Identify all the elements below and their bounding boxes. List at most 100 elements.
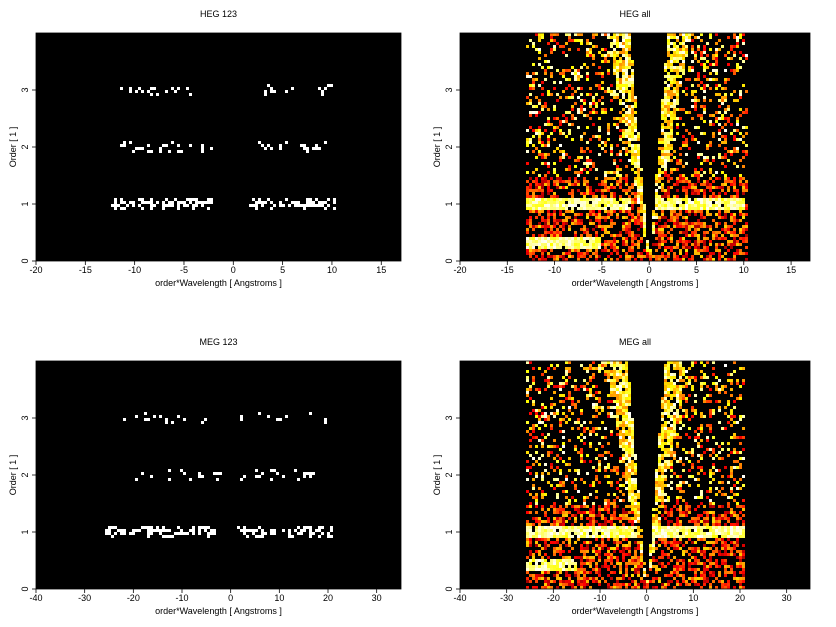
heat-cell xyxy=(742,126,745,129)
heat-cell xyxy=(697,189,700,192)
heat-cell xyxy=(580,556,583,559)
heat-cell xyxy=(682,379,685,382)
heat-cell xyxy=(273,204,276,207)
heat-cell xyxy=(544,78,547,81)
heat-cell xyxy=(673,222,676,225)
heat-cell xyxy=(712,373,715,376)
heat-cell xyxy=(532,436,535,439)
heat-cell xyxy=(727,249,730,252)
heat-cell xyxy=(628,81,631,84)
heat-cell xyxy=(724,111,727,114)
heat-cell xyxy=(736,63,739,66)
heat-cell xyxy=(694,562,697,565)
heat-cell xyxy=(628,66,631,69)
heat-cell xyxy=(700,204,703,207)
heat-cell xyxy=(589,198,592,201)
heat-cell xyxy=(583,255,586,258)
heat-cell xyxy=(565,574,568,577)
heat-cell xyxy=(616,69,619,72)
heat-cell xyxy=(580,544,583,547)
heat-cell xyxy=(547,183,550,186)
heat-cell xyxy=(565,370,568,373)
heat-cell xyxy=(655,183,658,186)
heat-cell xyxy=(628,526,631,529)
heat-cell xyxy=(604,225,607,228)
heat-cell xyxy=(694,249,697,252)
heat-cell xyxy=(688,78,691,81)
heat-cell xyxy=(526,361,529,364)
heat-cell xyxy=(631,478,634,481)
heat-cell xyxy=(637,514,640,517)
heat-cell xyxy=(162,144,165,147)
heat-cell xyxy=(670,544,673,547)
heat-cell xyxy=(601,523,604,526)
heat-cell xyxy=(544,532,547,535)
heat-cell xyxy=(667,463,670,466)
heat-cell xyxy=(622,39,625,42)
heat-cell xyxy=(667,460,670,463)
heat-cell xyxy=(676,72,679,75)
heat-cell xyxy=(559,388,562,391)
heat-cell xyxy=(670,57,673,60)
heat-cell xyxy=(577,159,580,162)
heat-cell xyxy=(607,186,610,189)
heat-cell xyxy=(688,33,691,36)
heat-cell xyxy=(745,204,748,207)
heat-cell xyxy=(589,111,592,114)
heat-cell xyxy=(529,87,532,90)
heat-cell xyxy=(574,78,577,81)
heat-cell xyxy=(583,526,586,529)
heat-cell xyxy=(634,547,637,550)
heat-cell xyxy=(637,171,640,174)
heat-cell xyxy=(529,198,532,201)
heat-cell xyxy=(709,424,712,427)
heat-cell xyxy=(637,147,640,150)
heat-cell xyxy=(568,132,571,135)
heat-cell xyxy=(715,222,718,225)
heat-cell xyxy=(745,258,748,261)
heat-cell xyxy=(165,535,168,538)
heat-cell xyxy=(565,243,568,246)
heat-cell xyxy=(553,45,556,48)
heat-cell xyxy=(694,400,697,403)
heat-cell xyxy=(574,231,577,234)
heat-cell xyxy=(667,523,670,526)
heat-cell xyxy=(673,219,676,222)
heat-cell xyxy=(610,51,613,54)
heat-cell xyxy=(553,412,556,415)
heat-cell xyxy=(700,225,703,228)
heat-cell xyxy=(589,577,592,580)
heat-cell xyxy=(538,138,541,141)
heat-cell xyxy=(727,258,730,261)
heat-cell xyxy=(538,568,541,571)
heat-cell xyxy=(691,243,694,246)
heat-cell xyxy=(700,526,703,529)
heat-cell xyxy=(634,258,637,261)
heat-cell xyxy=(562,114,565,117)
heat-cell xyxy=(541,520,544,523)
heat-cell xyxy=(556,496,559,499)
heat-cell xyxy=(691,135,694,138)
heat-cell xyxy=(634,472,637,475)
heat-cell xyxy=(694,532,697,535)
heat-cell xyxy=(195,201,198,204)
heat-cell xyxy=(571,385,574,388)
heat-cell xyxy=(679,484,682,487)
heat-cell xyxy=(706,144,709,147)
heat-cell xyxy=(598,213,601,216)
heat-cell xyxy=(697,445,700,448)
heat-cell xyxy=(637,180,640,183)
heat-cell xyxy=(667,535,670,538)
heat-cell xyxy=(592,559,595,562)
heat-cell xyxy=(568,391,571,394)
heat-cell xyxy=(625,60,628,63)
heat-cell xyxy=(640,198,643,201)
heat-cell xyxy=(541,234,544,237)
heat-cell xyxy=(583,388,586,391)
heat-cell xyxy=(168,204,171,207)
heat-cell xyxy=(673,33,676,36)
heat-cell xyxy=(637,511,640,514)
heat-cell xyxy=(589,394,592,397)
x-tick-label: -40 xyxy=(29,593,42,603)
heat-cell xyxy=(541,415,544,418)
